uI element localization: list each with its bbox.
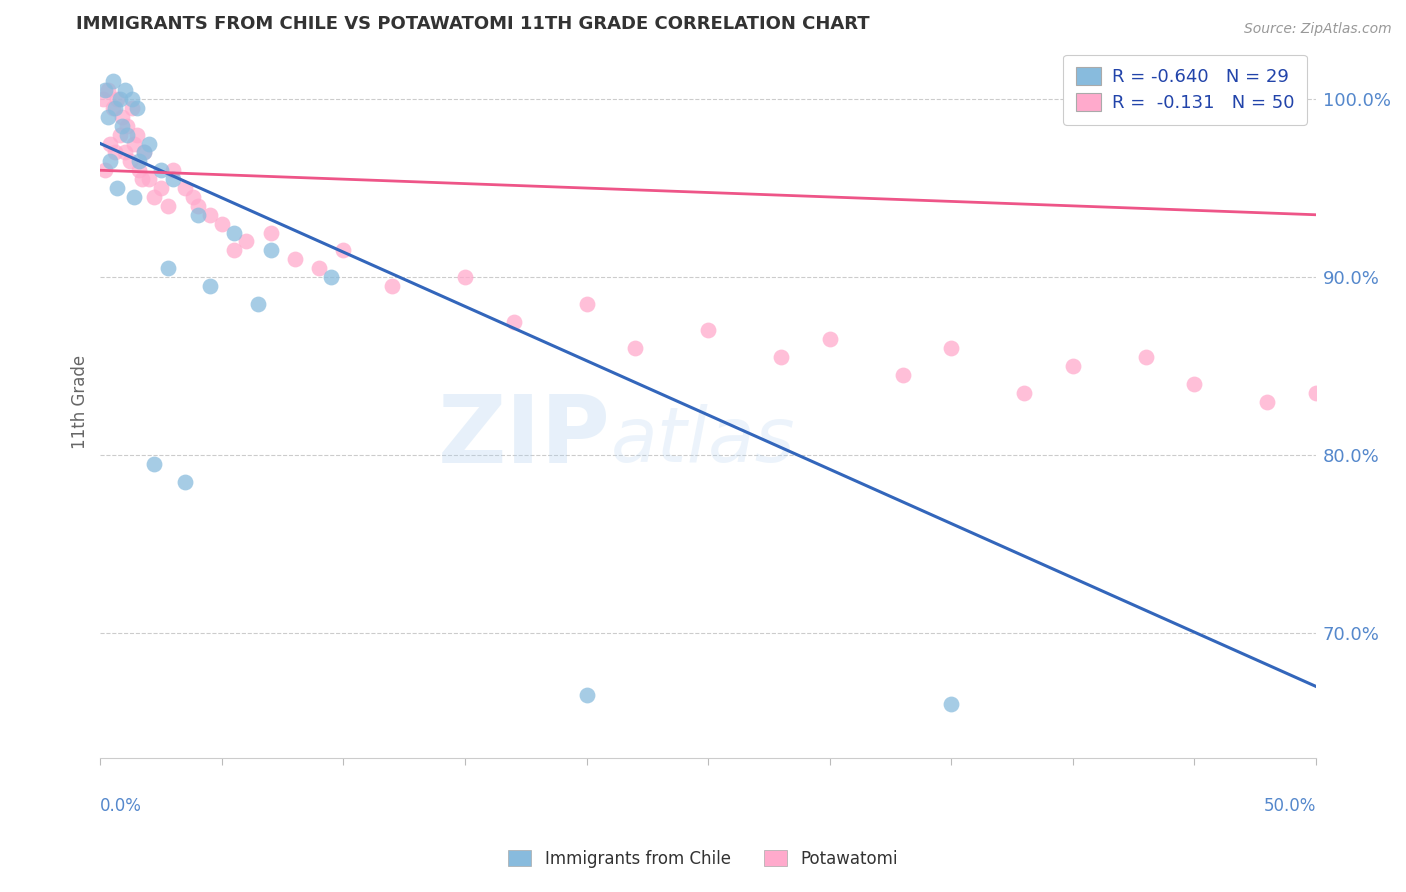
- Point: [697, 323, 720, 337]
- Point: [198, 279, 221, 293]
- Point: [1305, 385, 1327, 400]
- Point: [134, 145, 156, 160]
- Point: [211, 217, 233, 231]
- Point: [125, 101, 148, 115]
- Point: [187, 208, 209, 222]
- Point: [575, 297, 598, 311]
- Point: [157, 199, 180, 213]
- Point: [124, 190, 146, 204]
- Point: [105, 92, 128, 106]
- Point: [259, 244, 281, 258]
- Point: [222, 226, 245, 240]
- Point: [108, 128, 131, 142]
- Point: [104, 101, 127, 115]
- Point: [1184, 376, 1206, 391]
- Point: [187, 199, 209, 213]
- Legend: Immigrants from Chile, Potawatomi: Immigrants from Chile, Potawatomi: [502, 844, 904, 875]
- Point: [941, 341, 963, 355]
- Point: [142, 190, 165, 204]
- Point: [381, 279, 404, 293]
- Point: [94, 83, 117, 97]
- Point: [121, 92, 143, 106]
- Point: [111, 119, 134, 133]
- Point: [284, 252, 307, 267]
- Point: [174, 181, 197, 195]
- Point: [332, 244, 354, 258]
- Point: [941, 698, 963, 712]
- Point: [108, 92, 131, 106]
- Point: [104, 145, 127, 160]
- Point: [121, 101, 143, 115]
- Point: [235, 235, 257, 249]
- Point: [150, 181, 173, 195]
- Point: [1256, 394, 1278, 409]
- Point: [502, 315, 524, 329]
- Point: [125, 128, 148, 142]
- Point: [321, 270, 343, 285]
- Point: [131, 172, 153, 186]
- Point: [134, 145, 156, 160]
- Point: [198, 208, 221, 222]
- Point: [115, 119, 138, 133]
- Point: [162, 172, 184, 186]
- Point: [114, 145, 136, 160]
- Point: [101, 74, 124, 88]
- Text: 50.0%: 50.0%: [1264, 797, 1316, 814]
- Point: [115, 128, 138, 142]
- Text: atlas: atlas: [612, 404, 796, 478]
- Point: [97, 110, 120, 124]
- Text: Source: ZipAtlas.com: Source: ZipAtlas.com: [1244, 22, 1392, 37]
- Point: [770, 350, 793, 364]
- Point: [138, 172, 160, 186]
- Point: [128, 154, 150, 169]
- Point: [101, 101, 124, 115]
- Point: [1014, 385, 1036, 400]
- Y-axis label: 11th Grade: 11th Grade: [72, 355, 89, 449]
- Point: [181, 190, 204, 204]
- Point: [91, 92, 114, 106]
- Point: [454, 270, 477, 285]
- Point: [624, 341, 647, 355]
- Point: [308, 261, 330, 276]
- Text: ZIP: ZIP: [439, 392, 612, 483]
- Point: [150, 163, 173, 178]
- Point: [98, 136, 121, 151]
- Point: [97, 83, 120, 97]
- Point: [157, 261, 180, 276]
- Point: [111, 110, 134, 124]
- Point: [128, 163, 150, 178]
- Point: [118, 154, 141, 169]
- Point: [247, 297, 270, 311]
- Point: [114, 83, 136, 97]
- Text: IMMIGRANTS FROM CHILE VS POTAWATOMI 11TH GRADE CORRELATION CHART: IMMIGRANTS FROM CHILE VS POTAWATOMI 11TH…: [76, 15, 870, 33]
- Point: [891, 368, 914, 382]
- Point: [124, 136, 146, 151]
- Point: [222, 244, 245, 258]
- Point: [138, 136, 160, 151]
- Point: [1135, 350, 1157, 364]
- Point: [98, 154, 121, 169]
- Point: [259, 226, 281, 240]
- Point: [575, 689, 598, 703]
- Text: 0.0%: 0.0%: [100, 797, 142, 814]
- Point: [162, 163, 184, 178]
- Point: [818, 332, 841, 346]
- Point: [142, 457, 165, 471]
- Point: [105, 181, 128, 195]
- Point: [174, 475, 197, 489]
- Point: [1062, 359, 1084, 373]
- Point: [94, 163, 117, 178]
- Legend: R = -0.640   N = 29, R =  -0.131   N = 50: R = -0.640 N = 29, R = -0.131 N = 50: [1063, 54, 1308, 125]
